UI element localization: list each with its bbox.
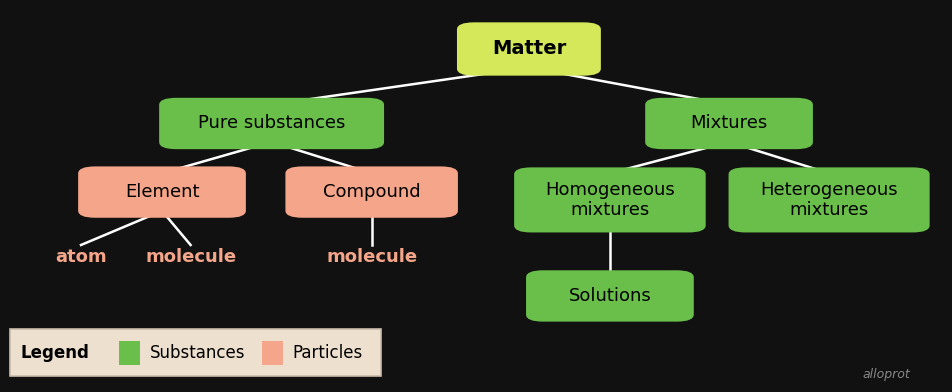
Text: Element: Element (125, 183, 199, 201)
FancyBboxPatch shape (285, 166, 457, 218)
FancyBboxPatch shape (457, 22, 600, 76)
FancyBboxPatch shape (159, 98, 384, 149)
Text: Mixtures: Mixtures (689, 114, 767, 132)
Text: atom: atom (55, 248, 107, 266)
FancyBboxPatch shape (526, 270, 693, 321)
Text: Substances: Substances (149, 344, 245, 362)
FancyBboxPatch shape (727, 167, 928, 232)
FancyBboxPatch shape (78, 166, 246, 218)
FancyBboxPatch shape (262, 341, 283, 365)
Text: Matter: Matter (491, 40, 565, 58)
Text: alloprot: alloprot (862, 368, 909, 381)
Text: Pure substances: Pure substances (198, 114, 345, 132)
Text: Particles: Particles (292, 344, 363, 362)
Text: molecule: molecule (145, 248, 236, 266)
Text: Solutions: Solutions (568, 287, 650, 305)
Text: Homogeneous
mixtures: Homogeneous mixtures (545, 181, 674, 219)
Text: molecule: molecule (326, 248, 417, 266)
FancyBboxPatch shape (10, 329, 381, 376)
Text: Compound: Compound (323, 183, 420, 201)
Text: Legend: Legend (21, 344, 89, 362)
FancyBboxPatch shape (645, 98, 812, 149)
Text: Heterogeneous
mixtures: Heterogeneous mixtures (760, 181, 897, 219)
FancyBboxPatch shape (119, 341, 140, 365)
FancyBboxPatch shape (513, 167, 704, 232)
